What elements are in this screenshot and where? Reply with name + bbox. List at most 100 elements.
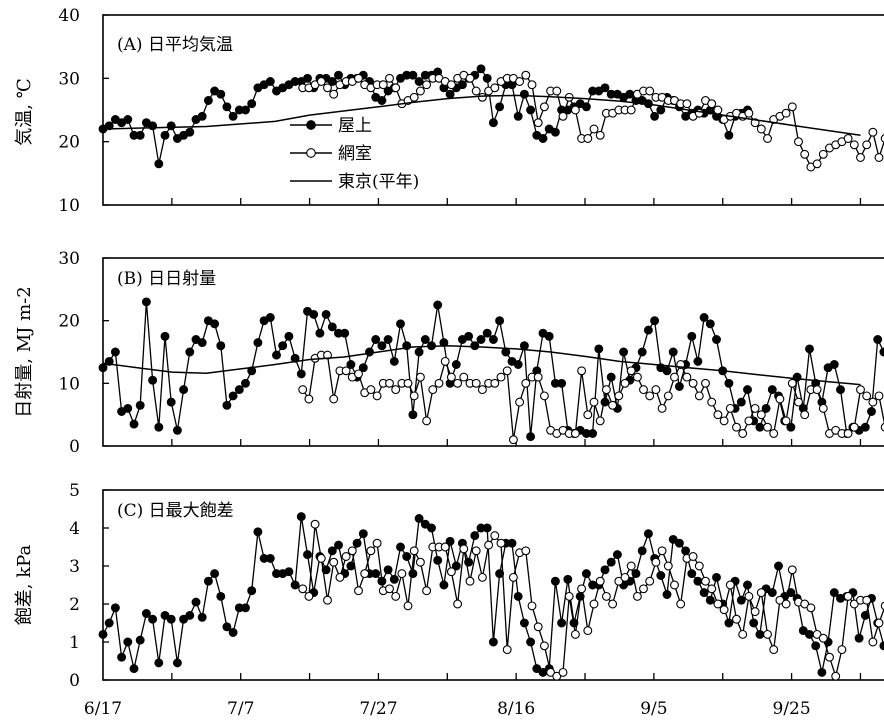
x-tick-label: 6/17 xyxy=(84,699,122,719)
panel-c-series-rooftop-point xyxy=(495,569,505,579)
panel-b-series-screenhouse-point xyxy=(533,372,543,382)
panel-b-series-screenhouse-point xyxy=(682,372,692,382)
panel-c-series-rooftop-point xyxy=(166,614,176,624)
panel-c-series-rooftop-point xyxy=(321,565,331,575)
panel-c-series-rooftop-point xyxy=(327,546,337,556)
panel-c-y-tick-label: 1 xyxy=(69,633,80,653)
panel-b-y-tick-label: 10 xyxy=(58,374,80,394)
panel-b-series-rooftop-point xyxy=(222,400,232,410)
panel-b-series-rooftop-point xyxy=(470,341,480,351)
panel-c-series-screenhouse-point xyxy=(323,595,332,605)
panel-b-series-screenhouse-point xyxy=(583,410,593,420)
panel-b-series-screenhouse-point xyxy=(856,385,865,395)
panel-b-series-screenhouse-point xyxy=(645,391,655,401)
panel-b-series-rooftop-point xyxy=(495,316,505,326)
panel-c-series-rooftop-point xyxy=(185,610,195,620)
panel-b-series-screenhouse-point xyxy=(818,403,828,413)
panel-b-series-rooftop-point xyxy=(315,328,325,338)
panel-c-series-rooftop-point xyxy=(408,569,418,579)
panel-a-series-screenhouse-point xyxy=(812,159,822,169)
panel-b-series-rooftop-point xyxy=(160,331,170,341)
panel-b-series-rooftop-point xyxy=(396,319,405,329)
panel-c-series-rooftop-point xyxy=(687,569,697,579)
panel-b-series-screenhouse-point xyxy=(701,378,710,388)
panel-c-series-rooftop-point xyxy=(433,555,443,565)
panel-b-series-rooftop-point xyxy=(389,356,399,366)
panel-a-series-screenhouse-point xyxy=(874,153,884,162)
panel-a-series-screenhouse-point xyxy=(645,86,655,96)
panel-b-series-rooftop-point xyxy=(693,356,703,366)
panel-c-y-axis-title: 飽差, kPa xyxy=(14,545,35,626)
panel-a-series-rooftop-point xyxy=(265,77,275,86)
panel-c-series-screenhouse-point xyxy=(391,591,401,601)
panel-c-series-screenhouse-point xyxy=(831,671,841,681)
panel-c-series-screenhouse-point xyxy=(725,580,735,590)
panel-c-series-rooftop-point xyxy=(563,574,573,584)
panel-c-series-rooftop-point xyxy=(681,546,691,556)
panel-a-series-rooftop-point xyxy=(656,105,666,115)
panel-a-series-screenhouse-point xyxy=(781,108,791,118)
panel-c-series-rooftop-point xyxy=(674,538,684,548)
panel-c-series-rooftop-point xyxy=(829,588,839,598)
panel-c-series-screenhouse-point xyxy=(558,667,568,677)
panel-b-series-screenhouse-point xyxy=(601,385,611,395)
panel-b-series-rooftop-point xyxy=(296,369,306,379)
panel-b-series-rooftop-point xyxy=(482,328,492,338)
panel-a-series-screenhouse-point xyxy=(868,127,878,137)
x-axis-date-labels: 6/17 7/7 7/27 8/16 9/5 9/25 xyxy=(84,699,811,719)
panel-b-series-screenhouse-point xyxy=(744,416,754,426)
panel-a-series-tokyo-normal-line xyxy=(102,94,861,137)
panel-b-series-screenhouse-point xyxy=(614,391,624,401)
panel-a-series xyxy=(98,64,884,172)
panel-c-series-rooftop-point xyxy=(767,588,777,598)
panel-c-y-tick-label: 0 xyxy=(69,671,80,691)
panel-b-series-rooftop-point xyxy=(197,338,207,348)
panel-c-series-screenhouse-point xyxy=(397,569,407,579)
panel-a-series-screenhouse-point xyxy=(756,124,766,134)
panel-a-series-screenhouse-point xyxy=(589,124,599,134)
panel-c-series-rooftop-point xyxy=(284,567,294,577)
panel-a-y-tick-label: 30 xyxy=(58,69,80,89)
panel-c-series-screenhouse-point xyxy=(446,567,456,577)
panel-b-y-tick-label: 20 xyxy=(58,312,80,332)
panel-c-series-screenhouse-point xyxy=(732,614,741,624)
panel-a-series-rooftop-point xyxy=(327,77,337,86)
panel-a-ticks xyxy=(103,14,862,206)
panel-c-series-screenhouse-point xyxy=(527,601,537,611)
panel-b-series-screenhouse-point xyxy=(329,394,339,404)
panel-a-series-rooftop-point xyxy=(482,73,492,83)
panel-c-series-screenhouse-point xyxy=(440,542,450,552)
panel-a-series-screenhouse-point xyxy=(707,99,717,109)
panel-c-series-screenhouse-point xyxy=(707,584,717,594)
panel-c-series-rooftop-point xyxy=(265,553,275,563)
panel-b-series-rooftop-point xyxy=(123,403,133,413)
panel-c-series-rooftop-point xyxy=(396,542,405,552)
panel-b-y-axis-title: 日射量, MJ m-2 xyxy=(14,286,35,417)
panel-a-series-rooftop-point xyxy=(203,96,213,105)
panel-b-series-screenhouse-point xyxy=(781,416,791,426)
panel-c-series-rooftop-point xyxy=(736,595,746,605)
panel-a-series-screenhouse-point xyxy=(465,73,475,83)
panel-b-y-tick-label: 0 xyxy=(69,437,80,457)
panel-c-series-rooftop-point xyxy=(402,552,412,561)
panel-c-series-rooftop-point xyxy=(656,571,666,580)
panel-b-series-screenhouse-point xyxy=(515,397,525,407)
panel-a-y-tick-label: 40 xyxy=(58,6,80,26)
panel-c-series-rooftop-point xyxy=(643,529,653,539)
panel-b-series-screenhouse-point xyxy=(428,385,438,395)
panel-b-series-rooftop-point xyxy=(129,419,139,429)
panel-b-series-rooftop-point xyxy=(829,360,839,369)
panel-c-series-screenhouse-point xyxy=(310,519,320,529)
panel-c-series-rooftop-point xyxy=(526,637,536,647)
panel-c-frame xyxy=(102,489,884,681)
panel-b-series-rooftop-point xyxy=(340,328,350,338)
panel-c-series-screenhouse-point xyxy=(837,645,847,655)
panel-c-series-rooftop-point xyxy=(110,603,120,613)
panel-c-series-rooftop-point xyxy=(228,628,238,637)
panel-b-series-rooftop-point xyxy=(185,347,195,357)
legend-screenhouse-label: 網室 xyxy=(338,144,372,164)
panel-a-series-rooftop-point xyxy=(241,105,250,115)
panel-b-series-screenhouse-point xyxy=(688,378,698,388)
panel-c-series-rooftop-point xyxy=(197,612,207,622)
panel-b-series-screenhouse-point xyxy=(812,385,822,395)
